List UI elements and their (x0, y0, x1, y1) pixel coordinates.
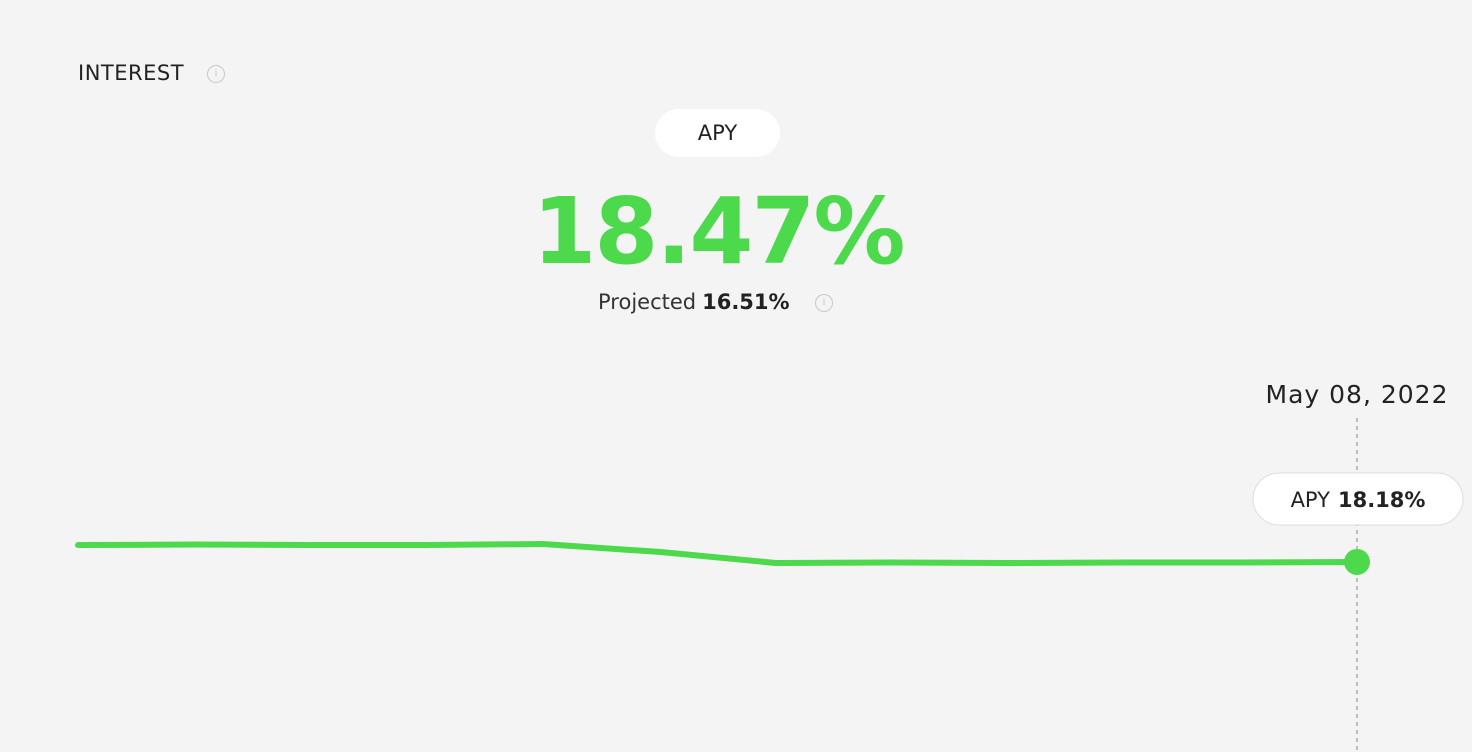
info-icon[interactable]: i (815, 294, 833, 312)
apy-tab[interactable]: APY (655, 109, 780, 157)
projected-value: 16.51% (702, 290, 790, 314)
tooltip-text: APY 18.18% (1291, 488, 1426, 512)
tooltip-series: APY (1291, 488, 1331, 512)
hover-dot (1344, 548, 1370, 575)
tooltip-value: 18.18% (1338, 488, 1425, 512)
projected: Projected 16.51% (598, 290, 790, 314)
line (75, 541, 1360, 566)
hover-date: May 08, 2022 (1266, 380, 1449, 409)
section-title: INTEREST (78, 61, 185, 85)
projected-label: Projected (598, 290, 697, 314)
tooltip (1252, 472, 1464, 526)
apy-value: 18.47% (532, 178, 905, 285)
info-icon[interactable]: i (207, 65, 225, 83)
